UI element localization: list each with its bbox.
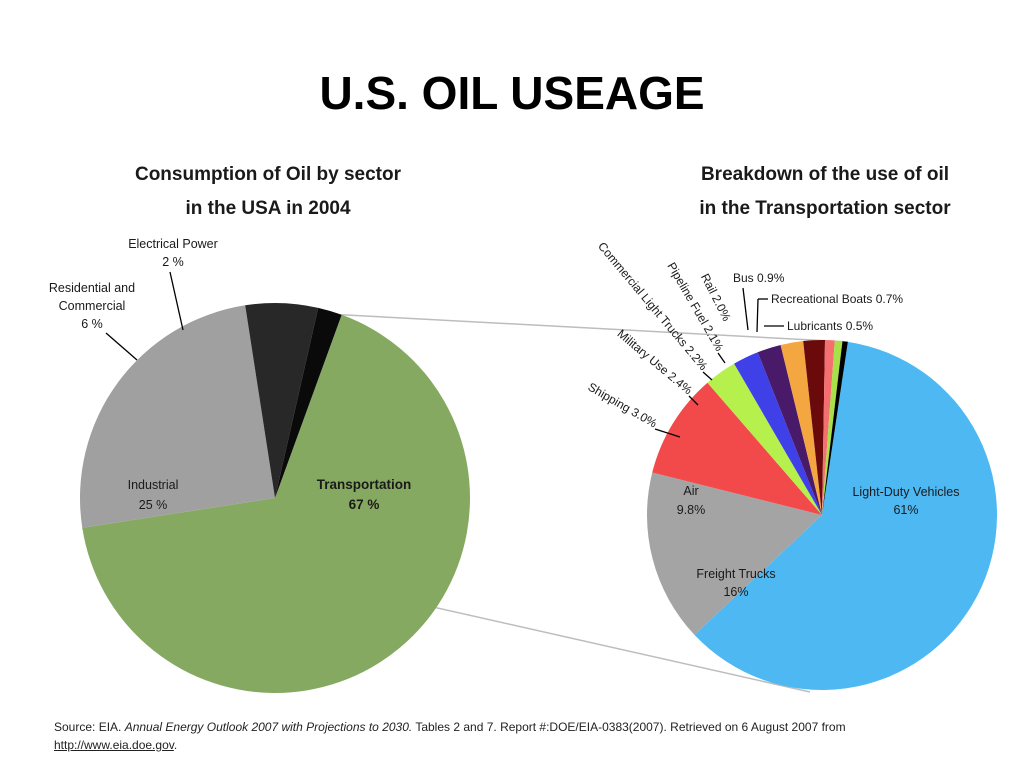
right-chart-title: Breakdown of the use of oil in the Trans…	[654, 158, 996, 226]
right-slice-freight-trucks	[647, 472, 822, 635]
leader-bus	[742, 287, 749, 331]
label-residential-line-1: Residential and	[49, 281, 135, 295]
right-slice-military-use-2-4	[734, 352, 822, 515]
source-link[interactable]: http://www.eia.doe.gov	[54, 738, 174, 752]
label-air: Air	[683, 484, 698, 498]
value-freight: 16%	[723, 585, 748, 599]
label-lubricants: Lubricants 0.5%	[787, 319, 873, 333]
value-air: 9.8%	[677, 503, 706, 517]
label-transportation: Transportation	[317, 477, 412, 492]
label-shipping: Shipping 3.0%	[585, 380, 659, 431]
left-chart-title-line-2: in the USA in 2004	[185, 198, 351, 219]
left-slice-electrical-power	[275, 307, 342, 498]
right-chart-title-line-1: Breakdown of the use of oil	[700, 164, 950, 185]
right-slice-pipeline-fuel-2-1	[780, 341, 822, 515]
right-slice-recreational-boats-0-7	[822, 340, 843, 515]
leader-military	[688, 395, 699, 406]
source-middle: Tables 2 and 7. Report #:DOE/EIA-0383(20…	[412, 720, 846, 734]
connector-top	[341, 314, 848, 343]
right-slice-bus-0-9	[822, 340, 835, 515]
leader-residential	[105, 332, 138, 361]
leader-electrical	[169, 271, 184, 331]
slide-title: U.S. OIL USEAGE	[319, 67, 705, 119]
source-publication: Annual Energy Outlook 2007 with Projecti…	[124, 720, 413, 734]
left-slice-residential-and-commercial	[245, 303, 319, 498]
right-pie-chart	[647, 340, 997, 690]
right-slice-light-duty-vehicles	[694, 341, 997, 690]
left-slice-transportation	[82, 314, 471, 693]
leader-shipping	[654, 428, 681, 438]
value-transportation: 67 %	[349, 497, 380, 512]
value-light-duty: 61%	[893, 503, 918, 517]
right-slice-rail-2-0	[803, 340, 826, 515]
label-boats: Recreational Boats 0.7%	[771, 292, 903, 306]
value-residential: 6 %	[81, 317, 103, 331]
value-industrial: 25 %	[139, 498, 168, 512]
leader-commercial-light	[702, 371, 713, 381]
leader-boats-v	[756, 298, 759, 333]
label-electrical: Electrical Power	[128, 237, 218, 251]
right-slice-shipping-3-0	[707, 363, 822, 515]
leader-pipeline	[717, 352, 726, 364]
left-pie-chart	[80, 303, 471, 693]
label-bus: Bus 0.9%	[733, 271, 785, 285]
left-chart-title: Consumption of Oil by sector in the USA …	[88, 158, 448, 226]
value-electrical: 2 %	[162, 255, 184, 269]
label-residential-line-2: Commercial	[59, 299, 126, 313]
label-freight: Freight Trucks	[696, 567, 775, 581]
right-chart-title-line-2: in the Transportation sector	[699, 198, 951, 219]
label-light-duty: Light-Duty Vehicles	[852, 485, 959, 499]
source-note: Source: EIA. Annual Energy Outlook 2007 …	[54, 718, 854, 754]
source-prefix: Source: EIA.	[54, 720, 125, 734]
left-slice-industrial	[80, 305, 275, 528]
right-slice-air	[652, 382, 822, 515]
right-slice-commercial-light-trucks-2-2	[757, 344, 822, 515]
source-suffix: .	[173, 738, 178, 752]
left-chart-title-line-1: Consumption of Oil by sector	[134, 164, 401, 185]
label-industrial: Industrial	[128, 478, 179, 492]
right-slice-lubricants-0-5	[822, 341, 848, 515]
